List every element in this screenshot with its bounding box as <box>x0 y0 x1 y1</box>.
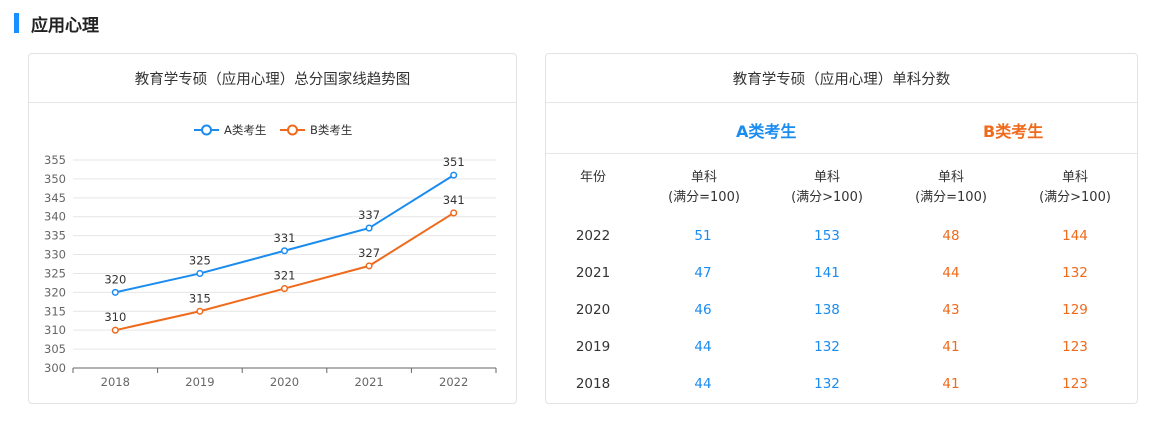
trend-line-chart: A类考生 B类考生 300 305 310 315 320 325 330 335 340 345 35… <box>44 123 497 389</box>
type-a-label: A类考生 <box>736 122 797 141</box>
data-point <box>111 326 119 334</box>
x-tick-label: 2021 <box>354 375 383 389</box>
data-label: 351 <box>443 155 465 169</box>
section-header: 应用心理 <box>14 12 99 36</box>
y-tick-label: 325 <box>44 266 66 280</box>
y-tick-label: 330 <box>44 248 66 262</box>
data-label: 341 <box>443 193 465 207</box>
data-point <box>365 224 373 232</box>
header-single: 单科 <box>690 170 717 185</box>
data-label: 337 <box>358 208 380 222</box>
header-b-full100: 单科 (满分=100) <box>901 168 1001 208</box>
y-tick-label: 315 <box>44 304 66 318</box>
x-tick-label: 2019 <box>185 375 214 389</box>
single-subject-card: 教育学专硕（应用心理）单科分数 A类考生 B类考生 年份 单科 (满分=100)… <box>545 53 1138 404</box>
data-label: 327 <box>358 246 380 260</box>
y-tick-label: 310 <box>44 323 66 337</box>
y-tick-label: 305 <box>44 342 66 356</box>
section-accent-bar <box>14 13 19 33</box>
y-tick-label: 335 <box>44 229 66 243</box>
data-point <box>196 307 204 315</box>
legend-label: A类考生 <box>224 123 266 137</box>
data-label: 315 <box>189 291 211 305</box>
y-tick-label: 345 <box>44 191 66 205</box>
header-full100: (满分=100) <box>668 190 740 205</box>
trend-chart-card: 教育学专硕（应用心理）总分国家线趋势图 A类考生 B类考生 300 305 310 315… <box>28 53 517 404</box>
x-tick-label: 2018 <box>101 375 130 389</box>
header-a-fullgt100: 单科 (满分>100) <box>777 168 877 208</box>
header-single: 单科 <box>1061 170 1088 185</box>
x-tick-label: 2020 <box>270 375 299 389</box>
candidate-type-row: A类考生 B类考生 <box>546 104 1137 154</box>
y-tick-label: 320 <box>44 285 66 299</box>
data-label: 325 <box>189 253 211 267</box>
data-point <box>280 247 289 255</box>
data-point <box>365 262 373 270</box>
header-single: 单科 <box>937 170 964 185</box>
header-b-fullgt100: 单科 (满分>100) <box>1025 168 1125 208</box>
section-title: 应用心理 <box>31 15 99 36</box>
legend-label: B类考生 <box>310 123 352 137</box>
data-label: 310 <box>104 310 126 324</box>
y-tick-label: 340 <box>44 210 66 224</box>
single-subject-title: 教育学专硕（应用心理）单科分数 <box>546 54 1137 103</box>
data-label: 331 <box>274 231 296 245</box>
legend-marker <box>201 124 212 136</box>
legend-marker <box>287 124 298 136</box>
header-fullgt100: (满分>100) <box>791 190 863 205</box>
header-full100: (满分=100) <box>915 190 987 205</box>
data-point <box>280 285 289 293</box>
header-fullgt100: (满分>100) <box>1039 190 1111 205</box>
x-tick-label: 2022 <box>439 375 468 389</box>
data-label: 321 <box>274 269 296 283</box>
data-point <box>196 269 204 278</box>
data-label: 320 <box>104 272 126 286</box>
data-point <box>450 209 458 217</box>
data-point <box>450 171 458 179</box>
header-year: 年份 <box>579 170 606 185</box>
y-tick-label: 300 <box>44 361 66 375</box>
header-single: 单科 <box>813 170 840 185</box>
type-b-label: B类考生 <box>983 122 1044 141</box>
header-a-full100: 单科 (满分=100) <box>654 168 754 208</box>
y-tick-label: 355 <box>44 153 66 167</box>
data-point <box>111 288 119 296</box>
trend-chart-title: 教育学专硕（应用心理）总分国家线趋势图 <box>29 54 516 103</box>
y-tick-label: 350 <box>44 172 66 186</box>
